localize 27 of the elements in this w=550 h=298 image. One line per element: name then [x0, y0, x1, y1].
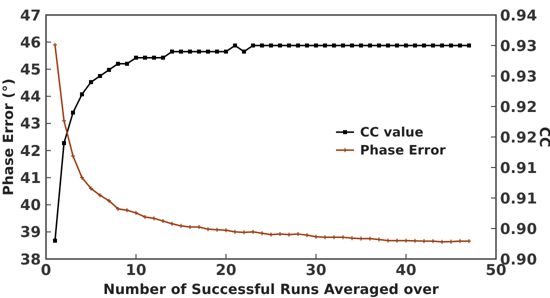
x-tick-label: 20 [216, 261, 236, 279]
y-tick-label: 44 [20, 88, 41, 106]
y-tick-label: 40 [20, 196, 41, 214]
legend-label: CC value [360, 126, 424, 141]
y-tick-label: 38 [20, 250, 41, 268]
y-tick-label: 46 [20, 33, 41, 52]
x-tick-label: 30 [306, 261, 326, 279]
y-tick-label: 45 [20, 60, 41, 78]
x-tick-label: 0 [40, 261, 52, 279]
y2-tick-label: 0.90 [500, 220, 538, 238]
y-tick-label: 47 [20, 6, 41, 24]
x-tick-label: 40 [396, 261, 416, 279]
y-tick-label: 39 [20, 223, 41, 242]
y2-tick-label: 0.94 [500, 6, 538, 24]
legend-label: Phase Error [360, 144, 446, 159]
y-axis-title: Phase Error (°) [1, 78, 17, 196]
y-tick-label: 42 [20, 142, 41, 160]
y2-tick-label: 0.92 [500, 128, 538, 146]
y2-tick-label: 0.91 [500, 189, 538, 208]
y2-tick-label: 0.93 [500, 67, 538, 86]
y2-tick-label: 0.91 [500, 158, 538, 177]
y2-tick-label: 0.92 [500, 98, 538, 116]
x-tick-label: 10 [126, 261, 146, 279]
y2-tick-label: 0.93 [500, 36, 538, 55]
x-axis-title: Number of Successful Runs Averaged over [103, 282, 439, 298]
y-tick-label: 43 [20, 114, 41, 133]
y-tick-label: 41 [20, 168, 41, 187]
